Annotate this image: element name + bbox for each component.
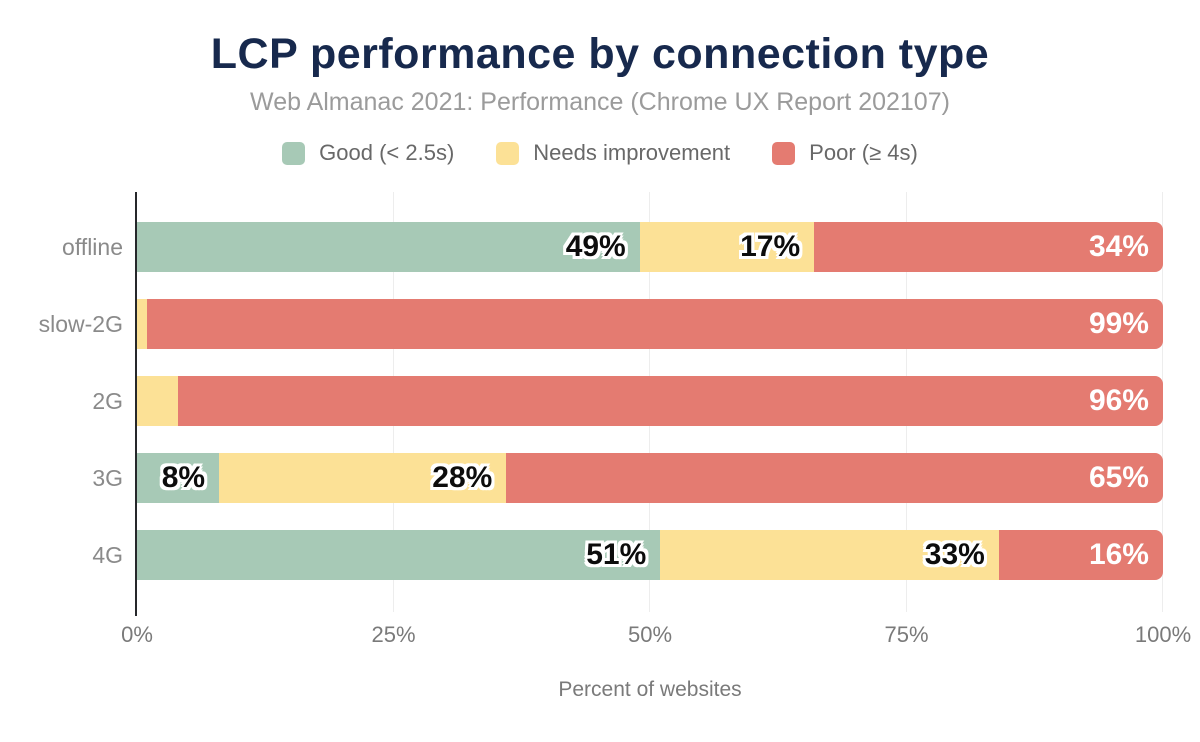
bar-value-label: 28%	[432, 461, 493, 494]
bar-row-slow-2g: 0%1%99%	[137, 299, 1163, 349]
x-tick-label: 25%	[371, 622, 416, 647]
bar-value-label: 33%	[924, 538, 985, 571]
category-label-2g: 2G	[92, 388, 123, 414]
bar-segment-poor[interactable]: 16%	[998, 530, 1163, 580]
bar-segment-needs-improvement[interactable]: 28%	[219, 453, 507, 503]
legend-label: Poor (≥ 4s)	[809, 140, 918, 165]
bar-value-label: 51%	[586, 538, 647, 571]
legend-swatch-icon	[772, 141, 796, 165]
bar-segment-poor[interactable]: 96%	[178, 376, 1163, 426]
bar-value-label: 96%	[1088, 384, 1149, 417]
bar-segment-good[interactable]: 8%	[137, 453, 220, 503]
legend-swatch-icon	[282, 141, 306, 165]
chart-title: LCP performance by connection type	[210, 30, 990, 78]
category-label-offline: offline	[62, 234, 123, 260]
bar-row-offline: 49% 17% 34%	[137, 222, 1163, 272]
legend: Good (< 2.5s) Needs improvement Poor (≥ 4s…	[0, 140, 1200, 166]
bar-segment-needs-improvement[interactable]	[137, 376, 179, 426]
bar-segment-good[interactable]: 51%	[137, 530, 661, 580]
bar-value-label: 65%	[1088, 461, 1149, 494]
bar-segment-needs-improvement[interactable]: 17%	[639, 222, 815, 272]
bar-row-3g: 8% 28% 65%	[137, 453, 1163, 503]
bar-value-label: 17%	[740, 230, 801, 263]
x-tick-label: 0%	[121, 622, 153, 647]
plot-area: 49% 17% 34% 0%1%99% 0%4%96% 8% 28% 65% 51% 33% 16%	[135, 192, 1163, 616]
bar-segment-needs-improvement[interactable]: 33%	[660, 530, 999, 580]
bar-segment-poor[interactable]: 34%	[814, 222, 1163, 272]
legend-swatch-icon	[496, 141, 520, 165]
x-tick-label: 100%	[1134, 622, 1192, 647]
bar-segment-needs-improvement[interactable]	[137, 299, 148, 349]
bar-value-label: 16%	[1088, 538, 1149, 571]
x-axis-title: Percent of websites	[558, 678, 742, 701]
bar-row-4g: 51% 33% 16%	[137, 530, 1163, 580]
legend-item[interactable]: Poor (≥ 4s)	[772, 140, 918, 166]
chart-subtitle: Web Almanac 2021: Performance (Chrome UX…	[250, 88, 950, 116]
legend-label: Good (< 2.5s)	[319, 140, 455, 165]
bar-value-label: 8%	[161, 461, 206, 494]
bar-value-label: 34%	[1088, 230, 1149, 263]
bar-row-2g: 0%4%96%	[137, 376, 1163, 426]
bar-segment-poor[interactable]: 65%	[506, 453, 1163, 503]
bar-value-label: 99%	[1088, 307, 1149, 340]
bar-value-label: 49%	[565, 230, 626, 263]
x-tick-label: 75%	[884, 622, 929, 647]
category-label-3g: 3G	[92, 465, 123, 491]
legend-item[interactable]: Good (< 2.5s)	[282, 140, 454, 166]
bar-segment-good[interactable]: 49%	[137, 222, 640, 272]
category-label-4g: 4G	[92, 542, 123, 568]
y-axis-line	[135, 192, 137, 616]
legend-label: Needs improvement	[533, 140, 731, 165]
category-label-slow-2g: slow-2G	[38, 311, 123, 337]
legend-item[interactable]: Needs improvement	[496, 140, 730, 166]
x-tick-label: 50%	[627, 622, 673, 647]
bar-segment-poor[interactable]: 99%	[147, 299, 1163, 349]
